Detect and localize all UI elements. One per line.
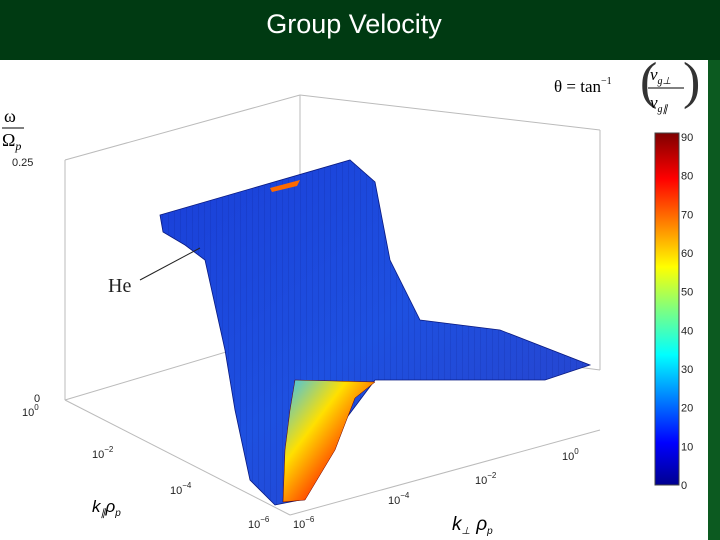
- tick-exponent: −2: [104, 445, 114, 454]
- colorbar-tick-label: 20: [681, 403, 693, 415]
- colorbar: [654, 132, 680, 486]
- tick-label: 10−6: [248, 515, 270, 531]
- k-par-rho-sub: p: [114, 508, 121, 519]
- tick-exponent: 0: [574, 447, 579, 456]
- z-tick-label: 0: [34, 393, 40, 405]
- colorbar-tick-label: 80: [681, 171, 693, 183]
- tick-exponent: −4: [182, 481, 192, 490]
- colorbar-tick-label: 50: [681, 287, 693, 299]
- tick-base: 10: [22, 407, 34, 419]
- formula-den: v: [650, 93, 658, 112]
- formula-den-sub: g∥: [658, 104, 669, 115]
- tick-label: 100: [22, 403, 39, 419]
- colorbar-tick-label: 60: [681, 248, 693, 260]
- formula: θ = tan−1 ( ) vg⊥ vg∥: [554, 53, 700, 115]
- colorbar-tick-label: 40: [681, 325, 693, 337]
- tick-base: 10: [562, 451, 574, 463]
- tick-base: 10: [170, 485, 182, 497]
- tick-label: 10−4: [170, 481, 192, 497]
- colorbar-tick-label: 30: [681, 364, 693, 376]
- k-perp-k-sub: ⊥: [462, 526, 471, 537]
- tick-base: 10: [248, 519, 260, 531]
- k-par-rho: ρ: [105, 497, 116, 516]
- colorbar-tick-label: 0: [681, 480, 687, 492]
- formula-lhs: θ = tan: [554, 77, 601, 96]
- k-par-k-sub: ∥: [101, 508, 107, 519]
- tick-base: 10: [475, 475, 487, 487]
- surface-hot-region: [282, 379, 376, 503]
- svg-text:vg⊥: vg⊥: [650, 65, 672, 87]
- colorbar-ticks: 90 80 70 60 50 40 30 20 10 0: [681, 132, 693, 492]
- tick-exponent: −4: [400, 491, 410, 500]
- tick-exponent: −6: [260, 515, 270, 524]
- colorbar-tick-label: 70: [681, 209, 693, 221]
- tick-label: 100: [562, 447, 579, 463]
- surface-ridge-hot: [270, 180, 300, 192]
- surface-mesh: [160, 160, 590, 505]
- z-label-numerator: ω: [4, 106, 16, 126]
- z-label-denominator: Ωp: [2, 130, 21, 153]
- tick-exponent: −2: [487, 471, 497, 480]
- svg-text:vg∥: vg∥: [650, 93, 669, 115]
- k-perp-rho-sub: p: [486, 526, 493, 537]
- tick-base: 10: [92, 449, 104, 461]
- k-par-k: k: [92, 497, 102, 516]
- formula-num-sub: g⊥: [658, 76, 672, 87]
- tick-base: 10: [293, 519, 305, 531]
- header-band: [0, 0, 720, 60]
- annotation-leader: [139, 247, 201, 281]
- formula-num: v: [650, 65, 658, 84]
- tick-exponent: 0: [34, 403, 39, 412]
- k-perp-label: k⊥ ρp: [452, 514, 493, 537]
- tick-label: 10−2: [475, 471, 497, 487]
- tick-exponent: −6: [305, 515, 315, 524]
- colorbar-tick-label: 10: [681, 441, 693, 453]
- z-label-den: Ω: [2, 130, 15, 150]
- side-strip: [708, 60, 720, 540]
- tick-label: 10−4: [388, 491, 410, 507]
- svg-text:(: (: [640, 53, 657, 110]
- tick-base: 10: [388, 495, 400, 507]
- k-par-label: k∥ρp: [92, 497, 121, 519]
- formula-sup: −1: [601, 76, 612, 87]
- tick-label: 10−2: [92, 445, 114, 461]
- k-perp-k: k: [452, 514, 463, 535]
- annotation: He: [108, 275, 131, 297]
- k-perp-rho: ρ: [475, 514, 487, 535]
- colorbar-tick-label: 90: [681, 132, 693, 144]
- svg-text:θ = tan−1: θ = tan−1: [554, 76, 612, 96]
- tick-label: 10−6: [293, 515, 315, 531]
- svg-text:): ): [683, 53, 700, 110]
- z-label-den-sub: p: [14, 139, 21, 153]
- z-tick-label: 0.25: [12, 157, 33, 169]
- slide-title: Group Velocity: [266, 9, 442, 39]
